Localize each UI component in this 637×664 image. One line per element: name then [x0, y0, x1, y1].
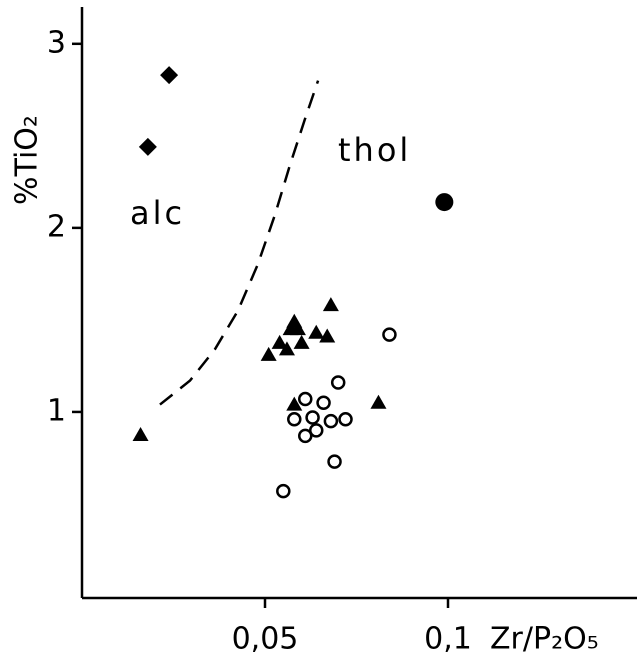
point	[289, 321, 306, 336]
point	[330, 375, 346, 390]
point	[138, 137, 157, 156]
point	[322, 297, 339, 312]
x-tick-label: 0,1	[424, 622, 472, 657]
point	[278, 341, 295, 356]
point	[298, 428, 313, 444]
point	[298, 391, 313, 407]
point	[308, 324, 325, 339]
divider-curve	[159, 80, 320, 406]
point	[160, 66, 179, 85]
point	[286, 396, 303, 411]
point	[260, 346, 277, 361]
y-tick-label: 3	[47, 25, 66, 60]
point	[276, 483, 291, 499]
point	[327, 454, 342, 469]
y-tick-label: 1	[47, 393, 66, 428]
point	[382, 327, 397, 342]
point	[308, 423, 324, 438]
x-axis-label: Zr/P₂O₅	[490, 622, 599, 657]
y-tick-label: 2	[47, 209, 66, 244]
point	[305, 410, 320, 425]
point	[319, 328, 336, 343]
point	[132, 426, 149, 441]
point	[287, 412, 302, 427]
y-axis-label: %TiO₂	[10, 115, 45, 205]
point	[316, 395, 331, 410]
point	[271, 334, 288, 349]
annotation: thol	[338, 131, 411, 169]
point	[338, 412, 353, 427]
annotation: alc	[130, 194, 185, 232]
point	[435, 193, 454, 212]
point	[293, 334, 310, 349]
x-tick-label: 0,05	[232, 622, 299, 657]
point	[323, 413, 339, 429]
point	[370, 394, 387, 409]
